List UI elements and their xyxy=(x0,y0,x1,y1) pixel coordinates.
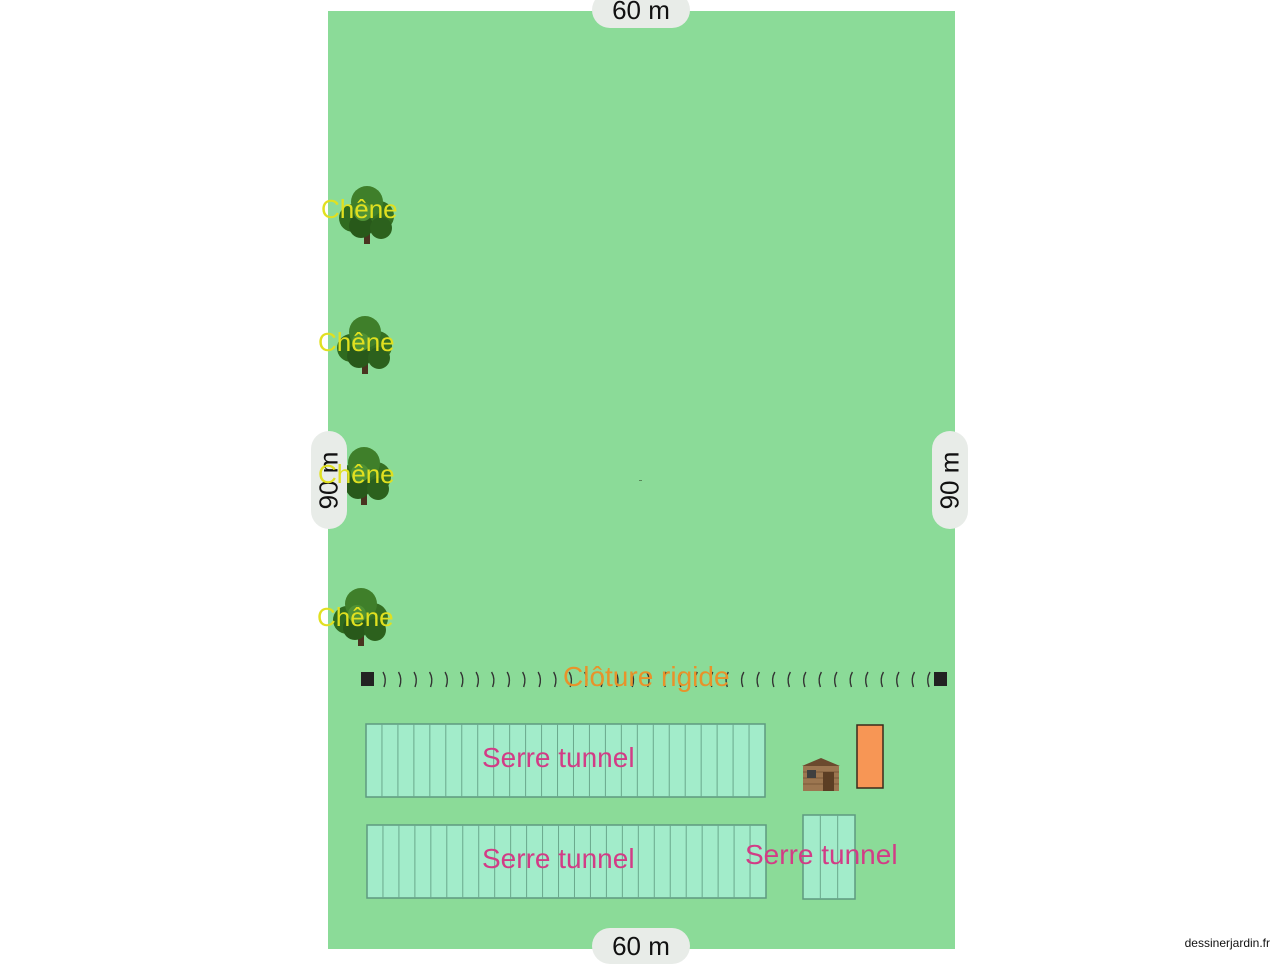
fence-post-icon xyxy=(361,672,374,686)
fence-panel xyxy=(475,671,480,688)
fence-panel xyxy=(646,671,650,688)
tree-label: Chêne xyxy=(318,327,395,357)
greenhouse-icon[interactable] xyxy=(802,814,856,900)
fence-panel xyxy=(553,671,557,688)
dimension-left[interactable]: 90 m xyxy=(311,431,347,529)
fence-panel xyxy=(568,671,573,688)
tree-label: Chêne xyxy=(317,602,394,632)
fence-panel xyxy=(599,671,604,688)
fence-panel xyxy=(880,671,885,688)
center-mark xyxy=(639,480,642,481)
fence-panel xyxy=(864,671,869,688)
dimension-bottom-label: 60 m xyxy=(612,930,670,961)
fence-panel xyxy=(444,671,449,688)
dimension-right-label: 90 m xyxy=(934,451,965,509)
fence-panel xyxy=(787,671,791,688)
fence-panel xyxy=(382,671,386,688)
fence-panel xyxy=(522,671,526,688)
greenhouse-label: Serre tunnel xyxy=(482,742,635,773)
fence-panel xyxy=(756,671,760,688)
fence[interactable] xyxy=(361,671,947,688)
greenhouse-label: Serre tunnel xyxy=(482,843,635,874)
fence-panel xyxy=(506,671,511,688)
fence-panel xyxy=(802,671,807,688)
tree-label: Chêne xyxy=(318,459,395,489)
fence-panel xyxy=(896,671,900,688)
fence-panel xyxy=(584,671,588,688)
tree-label: Chêne xyxy=(321,194,398,224)
watermark: dessinerjardin.fr xyxy=(1184,936,1270,950)
fence-panel xyxy=(833,671,838,688)
greenhouse-label: Serre tunnel xyxy=(745,839,898,870)
fence-panel xyxy=(413,671,417,688)
fence-panel xyxy=(709,671,714,688)
fence-panel xyxy=(459,671,464,688)
fence-label: Clôture rigide xyxy=(563,661,730,692)
garden-shed-icon[interactable] xyxy=(802,758,840,791)
fence-panel xyxy=(927,671,931,688)
fence-panel xyxy=(725,671,729,688)
fence-panel xyxy=(771,671,776,688)
fence-panel xyxy=(678,671,683,688)
greenhouse-icon[interactable] xyxy=(365,723,766,798)
fence-panel xyxy=(849,671,854,688)
tree-icon[interactable] xyxy=(333,588,388,646)
fence-post-icon xyxy=(934,672,947,686)
dimension-top-label: 60 m xyxy=(612,0,670,25)
dimension-top[interactable]: 60 m xyxy=(592,0,690,28)
fence-panel xyxy=(740,671,745,688)
dimension-bottom[interactable]: 60 m xyxy=(592,928,690,964)
fence-panel xyxy=(663,671,667,688)
fence-panels xyxy=(382,671,931,688)
fence-panel xyxy=(490,671,495,688)
fence-panel xyxy=(911,671,916,688)
tree-icon[interactable] xyxy=(339,186,394,244)
fence-panel xyxy=(630,671,635,688)
orange-container[interactable] xyxy=(856,724,884,789)
tree-icon[interactable] xyxy=(337,316,392,374)
fence-panel xyxy=(397,671,402,688)
fence-panel xyxy=(615,671,619,688)
dimension-right[interactable]: 90 m xyxy=(932,431,968,529)
greenhouse-icon[interactable] xyxy=(366,824,767,899)
fence-panel xyxy=(537,671,542,688)
fence-panel xyxy=(818,671,823,688)
fence-panel xyxy=(694,671,698,688)
fence-panel xyxy=(428,671,433,688)
